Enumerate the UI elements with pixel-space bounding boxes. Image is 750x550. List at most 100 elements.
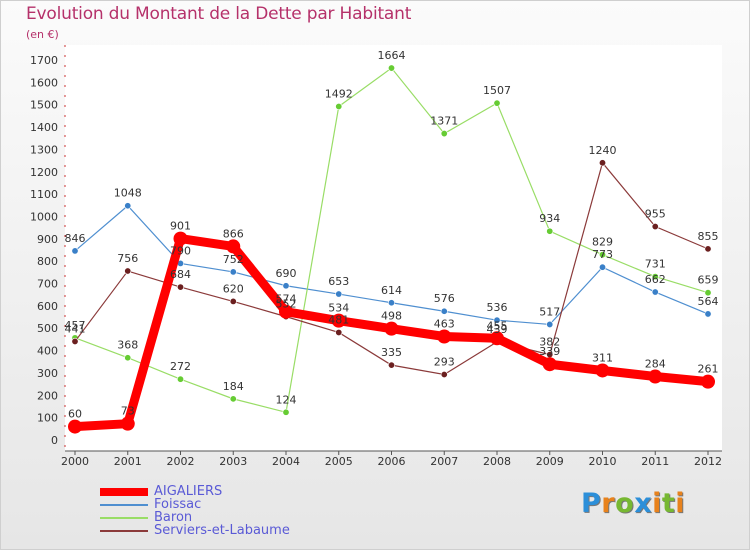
data-label: 690	[276, 267, 297, 280]
legend-item: AIGALIERS	[100, 485, 290, 498]
y-tick-label: 1400	[30, 121, 58, 134]
data-point	[490, 331, 504, 346]
data-label: 73	[121, 405, 135, 418]
x-tick-label: 2007	[430, 455, 458, 468]
logo-letter: i	[652, 488, 662, 519]
x-tick-label: 2000	[61, 455, 89, 468]
y-tick-label: 700	[37, 278, 58, 291]
data-point	[124, 267, 132, 275]
data-point	[173, 231, 188, 246]
data-label: 901	[170, 220, 191, 233]
data-point	[282, 282, 290, 290]
data-label: 829	[592, 236, 613, 249]
data-point	[387, 361, 395, 369]
data-label: 124	[276, 393, 297, 406]
data-label: 184	[223, 380, 244, 393]
data-label: 498	[381, 310, 402, 323]
legend-item: Baron	[100, 511, 290, 524]
legend-label: Serviers-et-Labaume	[154, 523, 290, 538]
data-label: 481	[328, 313, 349, 326]
data-point	[440, 307, 448, 315]
data-label: 1507	[483, 84, 511, 97]
data-point	[229, 268, 237, 276]
data-point	[440, 130, 448, 138]
data-point	[387, 64, 395, 72]
y-tick-label: 600	[37, 300, 58, 313]
series-foissac	[71, 202, 712, 328]
series-aigaliers	[68, 231, 715, 434]
legend-label: Baron	[154, 510, 193, 525]
data-label: 653	[328, 275, 349, 288]
data-point	[335, 102, 343, 110]
data-label: 552	[276, 298, 297, 311]
legend-item: Foissac	[100, 498, 290, 511]
y-tick-label: 1500	[30, 99, 58, 112]
data-point	[704, 310, 712, 318]
data-label: 846	[65, 232, 86, 245]
data-label: 60	[68, 408, 82, 421]
data-label: 684	[170, 268, 191, 281]
data-label: 866	[223, 227, 244, 240]
data-point	[546, 227, 554, 235]
data-label: 955	[645, 208, 666, 221]
data-point	[704, 245, 712, 253]
logo-letter: o	[615, 488, 635, 519]
proxiti-logo: Proxiti	[581, 488, 685, 519]
y-tick-label: 800	[37, 255, 58, 268]
legend-swatch	[100, 529, 148, 532]
y-tick-label: 900	[37, 233, 58, 246]
data-point	[440, 371, 448, 379]
x-tick-label: 2009	[536, 455, 564, 468]
data-point	[384, 321, 399, 336]
y-tick-label: 1700	[30, 54, 58, 67]
data-point	[282, 408, 290, 416]
data-point	[387, 299, 395, 307]
logo-letter: P	[581, 488, 602, 519]
data-label: 659	[698, 274, 719, 287]
series-serviers-et-labaume	[71, 159, 712, 379]
data-label: 790	[170, 244, 191, 257]
series-baron	[71, 64, 712, 416]
data-point	[279, 304, 293, 319]
legend-swatch	[100, 503, 148, 506]
data-point	[229, 297, 237, 305]
data-label: 855	[698, 230, 719, 243]
data-point	[651, 223, 659, 231]
y-tick-label: 400	[37, 345, 58, 358]
data-point	[542, 357, 557, 372]
data-point	[598, 263, 606, 271]
x-tick-label: 2008	[483, 455, 511, 468]
data-label: 1492	[325, 87, 353, 100]
data-label: 773	[592, 248, 613, 261]
data-point	[701, 374, 715, 389]
x-tick-label: 2005	[325, 455, 353, 468]
data-point	[177, 283, 185, 291]
y-tick-label: 1600	[30, 76, 58, 89]
chart-legend: AIGALIERS Foissac Baron Serviers-et-Labaume	[100, 485, 290, 537]
data-point	[437, 329, 452, 344]
data-label: 534	[328, 302, 349, 315]
data-label: 662	[645, 273, 666, 286]
data-label: 261	[698, 363, 719, 376]
x-tick-label: 2012	[694, 455, 722, 468]
chart-title: Evolution du Montant de la Dette par Hab…	[26, 4, 412, 24]
data-label: 752	[223, 253, 244, 266]
y-tick-label: 300	[37, 367, 58, 380]
data-label: 382	[539, 336, 560, 349]
data-point	[648, 369, 663, 384]
legend-label: Foissac	[154, 497, 202, 512]
data-point	[651, 273, 659, 281]
data-label: 1371	[430, 115, 458, 128]
x-tick-label: 2001	[114, 455, 142, 468]
data-point	[331, 313, 346, 328]
data-label: 1240	[589, 144, 617, 157]
data-label: 439	[487, 323, 508, 336]
data-point	[120, 416, 135, 431]
x-tick-label: 2002	[167, 455, 195, 468]
data-point	[71, 247, 79, 255]
data-point	[651, 288, 659, 296]
data-label: 620	[223, 282, 244, 295]
data-point	[493, 316, 501, 324]
data-label: 517	[539, 305, 560, 318]
data-point	[124, 354, 132, 362]
